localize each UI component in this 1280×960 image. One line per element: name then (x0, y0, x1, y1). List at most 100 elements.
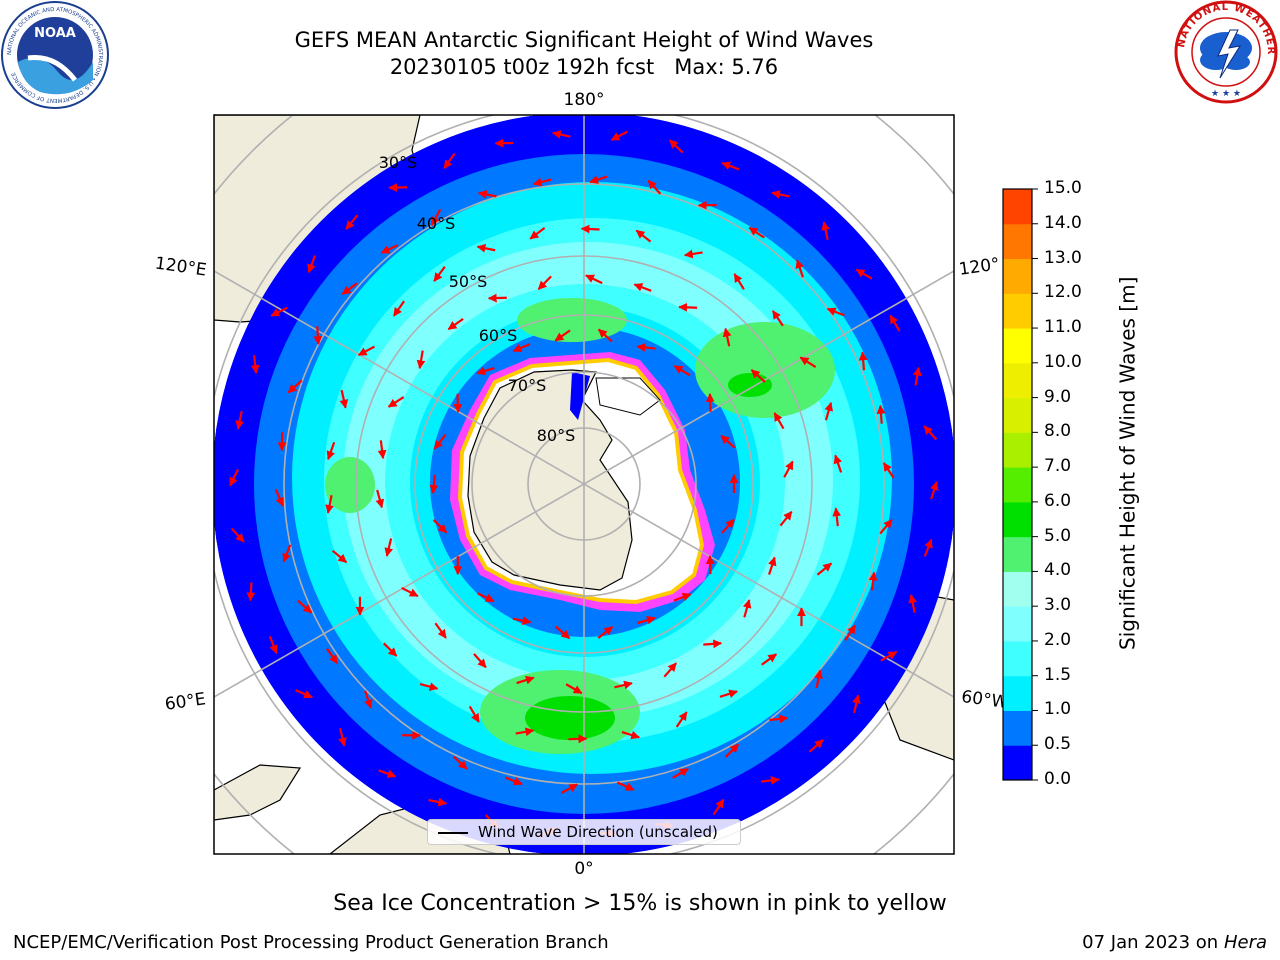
wave-direction-arrow (923, 538, 933, 557)
wave-direction-arrow (551, 130, 571, 139)
wave-direction-arrow (429, 474, 439, 494)
wave-direction-arrow (476, 366, 495, 376)
wave-direction-arrow (771, 310, 784, 327)
wave-direction-arrow (580, 224, 600, 234)
wave-direction-arrow (339, 389, 349, 409)
wave-direction-arrow (923, 425, 938, 441)
wave-direction-arrow (565, 683, 583, 695)
wave-direction-arrow (795, 259, 804, 278)
colorbar-tick-label: 15.0 (1044, 178, 1082, 198)
legend-line-swatch (438, 832, 468, 834)
noaa-logo-text: NOAA (34, 26, 76, 41)
colorbar-segment (1003, 397, 1032, 433)
wave-direction-arrow (771, 190, 790, 199)
wave-direction-arrow (419, 682, 439, 691)
colorbar-tick-label: 10.0 (1044, 351, 1082, 372)
wave-direction-arrow (748, 226, 765, 239)
lat-label-60s: 60°S (479, 326, 518, 345)
wave-direction-arrow (235, 410, 244, 430)
wave-direction-arrow (274, 488, 284, 507)
colorbar-segment (1003, 745, 1032, 781)
lat-label-50s: 50°S (449, 272, 488, 291)
wave-direction-arrow (504, 776, 523, 786)
wave-direction-arrow (719, 689, 738, 698)
colorbar-segment (1003, 293, 1032, 329)
wave-direction-arrow (345, 214, 359, 230)
colorbar-segment (1003, 223, 1032, 260)
wave-direction-arrow (769, 714, 789, 724)
wave-direction-arrow (733, 273, 745, 290)
wave-direction-arrow (378, 769, 397, 778)
wave-direction-arrow (614, 680, 633, 690)
colorbar-segment (1003, 606, 1032, 642)
colorbar-segment (1003, 501, 1032, 538)
wave-direction-arrow (512, 343, 531, 353)
colorbar-segment (1003, 432, 1032, 468)
wave-direction-arrow (610, 130, 628, 141)
wave-direction-arrow (537, 275, 552, 290)
chart-title: GEFS MEAN Antarctic Significant Height o… (294, 28, 874, 52)
wave-direction-arrow (879, 519, 893, 535)
wave-direction-arrow (760, 776, 780, 785)
wave-direction-arrow (387, 396, 405, 408)
wave-direction-arrow (637, 615, 656, 625)
wave-direction-arrow (384, 538, 394, 557)
lon-label-120e: 120°E (154, 254, 208, 281)
nws-logo: NATIONAL WEATHER SERVICE ★ ★ ★ (1172, 0, 1278, 104)
sea-ice-note: Sea Ice Concentration > 15% is shown in … (333, 891, 947, 916)
wave-direction-arrow (515, 727, 535, 737)
lon-label-60e: 60°E (164, 689, 207, 714)
wave-direction-arrow (313, 326, 323, 345)
wave-direction-arrow (341, 282, 358, 295)
wave-direction-arrow (668, 139, 684, 154)
wave-direction-arrow (377, 440, 387, 460)
wave-direction-arrow (477, 592, 495, 603)
colorbar-segment (1003, 189, 1032, 225)
wave-direction-arrow (636, 343, 656, 352)
colorbar-tick-label: 5.0 (1044, 525, 1072, 546)
wave-direction-arrow (560, 783, 579, 794)
wave-direction-arrow (380, 244, 399, 254)
colorbar-segment (1003, 467, 1032, 503)
wave-direction-arrow (832, 507, 842, 527)
wave-direction-arrow (703, 639, 723, 649)
wave-direction-arrow (447, 317, 464, 331)
wave-direction-arrow (930, 481, 939, 500)
wave-direction-arrow (433, 433, 447, 450)
wave-direction-arrow (516, 675, 535, 685)
wave-direction-arrow (724, 743, 740, 758)
wave-direction-arrow (297, 599, 313, 614)
wave-direction-arrow (428, 797, 448, 807)
wave-direction-arrow (816, 562, 833, 576)
wave-direction-arrow (712, 798, 725, 816)
colorbar-tick-label: 3.0 (1044, 595, 1072, 616)
colorbar-tick-label: 7.0 (1044, 456, 1072, 477)
colorbar-frame (1002, 188, 1033, 781)
map-legend: Wind Wave Direction (unscaled) (427, 819, 741, 845)
lat-label-30s: 30°S (379, 153, 418, 172)
wave-direction-arrow (432, 519, 448, 534)
colorbar-tick-label: 6.0 (1044, 490, 1072, 511)
wave-direction-arrow (833, 454, 843, 473)
colorbar-tick-label: 2.0 (1044, 629, 1072, 650)
wave-direction-arrow (487, 293, 507, 303)
colorbar-segment (1003, 640, 1032, 677)
wave-direction-arrow (325, 495, 334, 514)
wave-direction-arrow (476, 243, 496, 253)
footer-date-text: 07 Jan 2023 on (1082, 932, 1219, 953)
colorbar-segment (1003, 362, 1032, 399)
wave-direction-arrow (364, 690, 373, 709)
wave-direction-arrow (882, 462, 895, 479)
wave-direction-arrow (858, 351, 868, 371)
wave-direction-arrow (912, 366, 922, 386)
wave-direction-arrow (270, 306, 288, 317)
wave-direction-arrow (705, 393, 715, 412)
wave-direction-arrow (597, 328, 613, 343)
colorbar-tick-label: 8.0 (1044, 421, 1072, 442)
chart-subtitle: 20230105 t00z 192h fcst Max: 5.76 (389, 55, 779, 79)
wave-direction-arrow (229, 468, 239, 487)
wave-direction-arrow (453, 393, 463, 413)
wave-direction-arrow (452, 755, 468, 770)
wave-direction-arrow (555, 625, 571, 640)
wave-direction-arrow (529, 226, 546, 240)
